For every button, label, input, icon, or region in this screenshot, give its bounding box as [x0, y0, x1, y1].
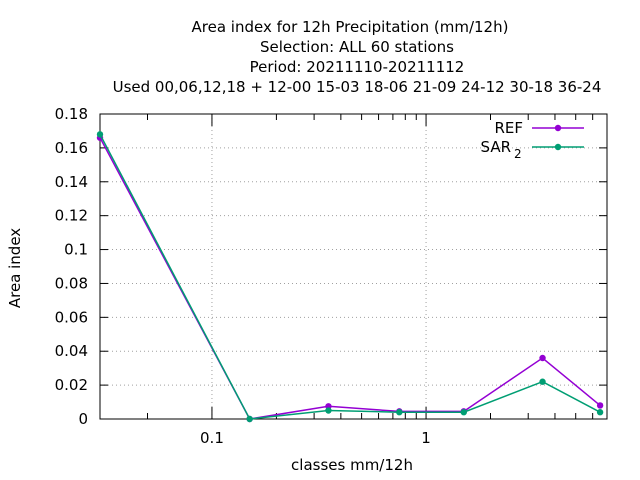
data-point-sar: [460, 409, 467, 416]
legend-marker-sar: [554, 143, 562, 151]
chart-title: Area index for 12h Precipitation (mm/12h…: [113, 18, 602, 96]
data-point-sar: [539, 378, 546, 385]
title-line-4: Used 00,06,12,18 + 12-00 15-03 18-06 21-…: [113, 78, 602, 96]
y-tick-label: 0.1: [64, 241, 88, 259]
data-point-sar: [246, 415, 253, 423]
grid: [100, 114, 607, 419]
legend-marker-ref: [554, 124, 562, 132]
x-tick-label: 1: [421, 429, 431, 447]
y-tick-label: 0.12: [55, 207, 88, 225]
plot-border: [99, 113, 608, 420]
x-axis-label: classes mm/12h: [291, 456, 413, 474]
legend-label-ref: REF: [494, 119, 523, 137]
y-tick-label: 0.02: [55, 376, 88, 394]
title-line-3: Period: 20211110-20211112: [250, 58, 465, 76]
title-line-1: Area index for 12h Precipitation (mm/12h…: [192, 18, 509, 36]
y-tick-label: 0.14: [55, 173, 88, 191]
legend: REF SAR 2: [481, 119, 584, 161]
axis-ticks: 0 0.02 0.04 0.06 0.08 0.1 0.12 0.14 0.16 0.18 0.1 1: [55, 105, 608, 447]
x-tick-label: 0.1: [200, 429, 224, 447]
data-point-sar: [325, 407, 332, 414]
y-axis-label: Area index: [6, 228, 24, 308]
series-line-sar: [99, 133, 601, 420]
y-tick-label: 0.04: [55, 342, 88, 360]
data-point-sar: [96, 131, 104, 138]
y-tick-label: 0.08: [55, 274, 88, 292]
y-tick-label: 0.18: [55, 105, 88, 123]
legend-label-sar-subscript: 2: [514, 147, 522, 161]
data-point-sar: [596, 409, 604, 416]
data-point-ref: [596, 402, 604, 409]
y-tick-label: 0: [78, 410, 88, 428]
legend-label-sar: SAR: [481, 138, 511, 156]
series: [96, 131, 604, 423]
y-tick-label: 0.16: [55, 139, 88, 157]
y-tick-label: 0.06: [55, 308, 88, 326]
data-point-sar: [396, 409, 403, 416]
title-line-2: Selection: ALL 60 stations: [260, 38, 454, 56]
data-point-ref: [539, 354, 546, 362]
